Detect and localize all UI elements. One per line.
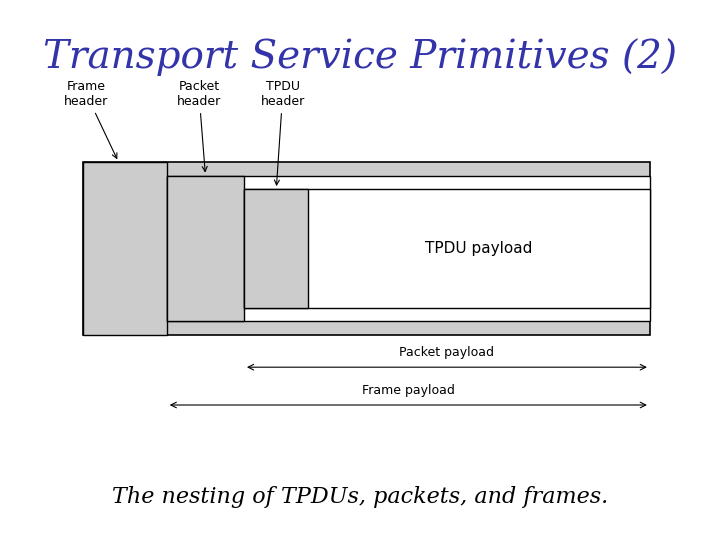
- Text: Frame
header: Frame header: [64, 80, 117, 158]
- Text: The nesting of TPDUs, packets, and frames.: The nesting of TPDUs, packets, and frame…: [112, 486, 608, 508]
- FancyBboxPatch shape: [244, 189, 308, 308]
- Text: Transport Service Primitives (2): Transport Service Primitives (2): [43, 38, 677, 76]
- Text: Packet
header: Packet header: [177, 80, 221, 172]
- FancyBboxPatch shape: [83, 162, 167, 335]
- FancyBboxPatch shape: [83, 162, 649, 335]
- Text: TPDU payload: TPDU payload: [426, 241, 533, 256]
- FancyBboxPatch shape: [244, 189, 649, 308]
- Text: Frame payload: Frame payload: [362, 384, 455, 397]
- Text: TPDU
header: TPDU header: [261, 80, 305, 185]
- FancyBboxPatch shape: [167, 176, 649, 321]
- Text: Packet payload: Packet payload: [400, 346, 495, 359]
- FancyBboxPatch shape: [167, 176, 244, 321]
